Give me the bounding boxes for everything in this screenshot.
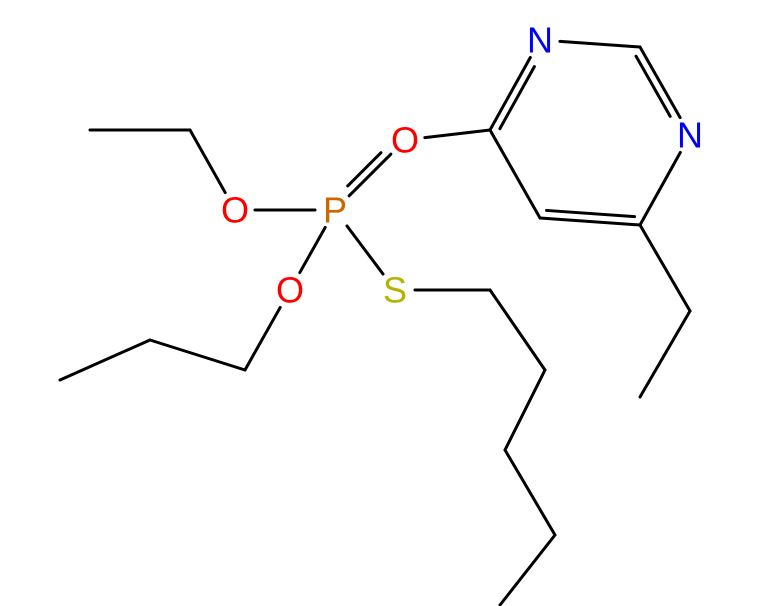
atom-label-o: O xyxy=(276,270,304,311)
atom-label-p: P xyxy=(323,190,347,231)
atom-label-o: O xyxy=(221,190,249,231)
atom-label-s: S xyxy=(383,270,407,311)
molecule-diagram: POOOSNN xyxy=(0,0,759,606)
atom-label-n: N xyxy=(677,115,703,156)
atom-label-o: O xyxy=(391,120,419,161)
atom-label-n: N xyxy=(527,20,553,61)
canvas-background xyxy=(0,0,759,606)
